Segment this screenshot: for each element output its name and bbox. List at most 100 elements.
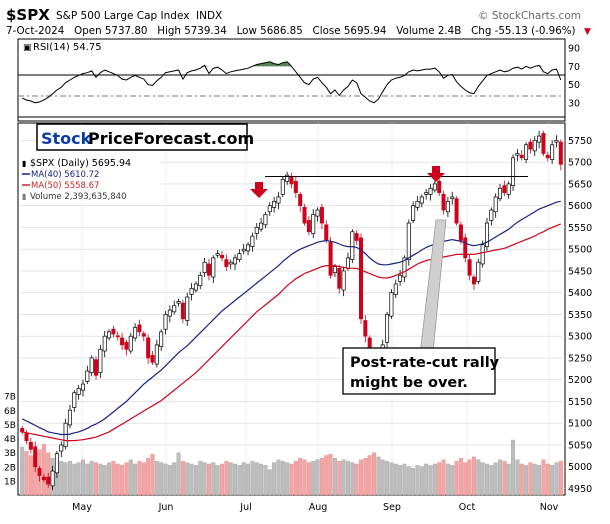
volume-bar xyxy=(163,463,168,496)
candle-body xyxy=(172,305,177,313)
volume-tick-label: 7B xyxy=(4,393,16,403)
volume-bar xyxy=(24,451,29,496)
volume-bar xyxy=(471,456,476,496)
candle-body xyxy=(506,183,511,195)
volume-bar xyxy=(389,462,394,496)
volume-bar xyxy=(102,465,107,496)
volume-bar xyxy=(376,456,381,496)
volume-tick-label: 3B xyxy=(4,449,16,459)
candle-body xyxy=(519,154,524,159)
candle-body xyxy=(24,433,29,441)
candle-body xyxy=(89,357,94,374)
volume-bar xyxy=(545,463,550,496)
annotation-box xyxy=(342,347,496,395)
candle-body xyxy=(80,383,85,391)
volume-bars xyxy=(20,439,563,496)
volume-bar xyxy=(128,459,133,496)
volume-bar xyxy=(41,444,46,496)
volume-bar xyxy=(411,468,416,496)
volume-bar xyxy=(550,465,555,496)
volume-bar xyxy=(415,465,420,496)
volume-bar xyxy=(306,462,311,496)
candle-body xyxy=(411,205,416,221)
volume-bar xyxy=(498,459,502,496)
candle-body xyxy=(54,453,59,474)
volume-bar xyxy=(202,462,207,496)
candle-body xyxy=(328,241,333,276)
volume-bar xyxy=(285,462,290,496)
candle-body xyxy=(215,253,220,256)
legend-volume: Volume 2,393,635,840 xyxy=(30,192,127,202)
candle-body xyxy=(524,144,529,160)
candle-body xyxy=(450,196,455,200)
volume-bar xyxy=(445,463,450,496)
candle-body xyxy=(259,222,264,230)
candle-body xyxy=(154,344,159,365)
quote-line: 7-Oct-2024 Open 5737.80 High 5739.34 Low… xyxy=(6,25,576,37)
candle-body xyxy=(206,263,211,276)
price-tick-label: 5100 xyxy=(568,419,592,430)
price-tick-label: 5150 xyxy=(568,397,592,408)
volume-bar xyxy=(246,463,251,496)
volume-bar xyxy=(476,459,481,496)
volume-bar xyxy=(224,460,229,496)
candle-body xyxy=(437,180,442,193)
volume-bar xyxy=(458,458,463,496)
volume-bar xyxy=(372,452,377,496)
arrow-down-icon xyxy=(250,182,268,198)
volume-bar xyxy=(220,463,224,496)
volume-bar xyxy=(315,459,320,496)
candle-body xyxy=(246,244,251,252)
volume-bar xyxy=(502,460,507,496)
volume-bar xyxy=(519,463,524,496)
candle-body xyxy=(337,267,342,289)
candle-body xyxy=(237,253,242,260)
volume-bar xyxy=(558,460,563,496)
brand-part1: Stock xyxy=(41,129,92,148)
price-tick-label: 5000 xyxy=(568,462,592,473)
rsi-tick-label: 70 xyxy=(568,62,580,73)
price-tick-label: 5750 xyxy=(568,136,592,147)
volume-bar xyxy=(319,458,324,496)
volume-bar xyxy=(480,462,485,496)
volume-bar xyxy=(341,459,346,496)
candle-body xyxy=(541,133,546,154)
candle-body xyxy=(241,248,246,252)
brand-box xyxy=(36,123,248,151)
x-tick-label: Sep xyxy=(383,502,401,513)
volume-bar xyxy=(402,463,407,496)
rsi-line xyxy=(22,61,562,104)
candle-body xyxy=(441,194,446,211)
volume-bar xyxy=(467,459,472,496)
candle-body xyxy=(428,187,433,195)
candle-body xyxy=(354,233,359,241)
candle-body xyxy=(76,388,81,395)
rsi-panel xyxy=(17,38,566,122)
candle-body xyxy=(115,335,120,338)
volume-bar xyxy=(280,460,285,496)
x-tick-label: Nov xyxy=(540,502,559,513)
candle-body xyxy=(85,370,90,382)
volume-bar xyxy=(450,465,455,496)
volume-bar xyxy=(107,462,112,496)
candle-body xyxy=(345,257,350,269)
rsi-fill-segment xyxy=(269,61,275,67)
volume-bar xyxy=(254,462,259,496)
volume-bar xyxy=(380,459,385,496)
candle-body xyxy=(537,135,542,143)
volume-bar xyxy=(489,465,494,496)
wedge-pointer xyxy=(418,219,447,363)
volume-bar xyxy=(154,460,159,496)
candle-body xyxy=(198,274,203,287)
volume-bar xyxy=(398,465,403,496)
candle-body xyxy=(332,266,337,274)
candle-body xyxy=(359,237,364,320)
volume-bar xyxy=(172,462,177,496)
candle-body xyxy=(298,194,303,207)
volume-bar xyxy=(554,462,559,496)
candle-body xyxy=(350,231,355,260)
rsi-label-box xyxy=(22,40,118,52)
candle-body xyxy=(515,153,520,156)
candle-body xyxy=(385,314,390,343)
volume-axis: 7B 6B 5B 4B 3B 2B 1B xyxy=(4,393,16,488)
